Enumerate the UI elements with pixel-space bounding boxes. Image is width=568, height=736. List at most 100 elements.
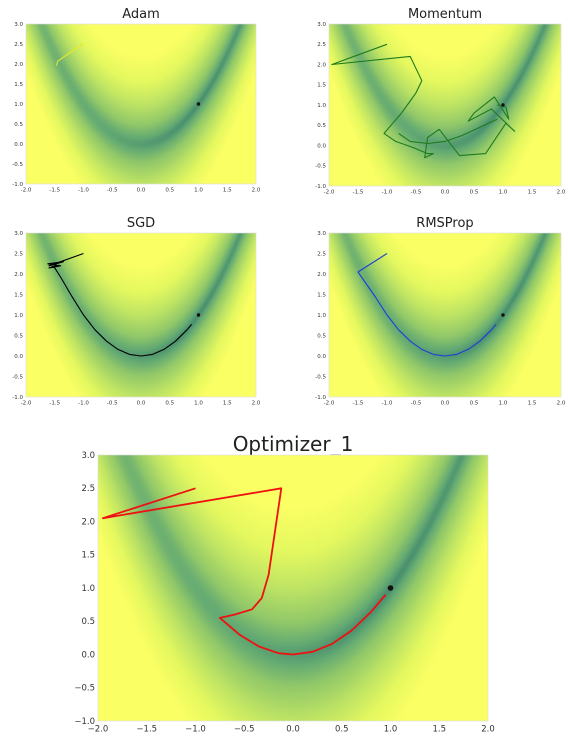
series-line-1 <box>357 253 497 357</box>
plot-frame <box>25 232 257 398</box>
y-tick-label: 1.0 <box>14 313 23 319</box>
x-tick-label: 0.5 <box>470 401 479 407</box>
x-tick-label: 0.0 <box>441 401 450 407</box>
y-tick-label: -0.5 <box>12 374 23 380</box>
x-tick-label: -1.5 <box>353 190 364 196</box>
y-tick-label: 2.5 <box>14 251 23 257</box>
y-tick-label: -0.5 <box>315 164 326 170</box>
chart-panel-optimizer-1: Optimizer_1 −2.0 −1.5 −1.0 −0.5 0.0 0.5 1.0 1.5… <box>60 428 500 736</box>
chart-panel-rmsprop: RMSProp -2.0 -1.5 -1.0 -0.5 0.0 0.5 1.0 1.5 2.0-… <box>284 208 568 408</box>
x-tick-label: -1.5 <box>49 188 60 194</box>
chart-title: Momentum <box>407 7 483 22</box>
x-tick-label: −0.5 <box>234 725 255 735</box>
y-tick-label: 1.5 <box>317 292 326 298</box>
x-tick-label: -0.5 <box>107 401 118 407</box>
x-tick-label: 1.0 <box>194 188 203 194</box>
minimum-marker <box>501 103 505 107</box>
x-tick-label: -2.0 <box>324 190 335 196</box>
x-tick-label: 0.0 <box>441 190 450 196</box>
y-tick-label: 0.5 <box>317 123 326 129</box>
x-tick-label: 1.5 <box>223 188 232 194</box>
y-tick-label: 0.0 <box>317 143 326 149</box>
minimum-marker <box>196 313 201 317</box>
minimum-marker <box>501 313 505 317</box>
x-tick-label: -0.5 <box>411 190 422 196</box>
y-tick-label: 1.0 <box>14 102 23 108</box>
minimum-marker <box>387 585 394 591</box>
y-tick-label: −0.5 <box>74 684 95 694</box>
heatmap-background <box>26 24 256 184</box>
y-tick-label: 2.0 <box>14 272 23 278</box>
x-tick-label: 0.5 <box>165 188 174 194</box>
series-line-1 <box>47 252 193 357</box>
series-line-1 <box>55 43 84 66</box>
heatmap-background <box>329 24 561 186</box>
heatmap-background <box>26 233 256 397</box>
chart-panel-sgd: SGD -2.0 -1.5 -1.0 -0.5 0.0 0.5 1.0 1.5 2.0 -1.0-… <box>0 208 284 408</box>
x-tick-label: 1.0 <box>384 725 398 735</box>
x-tick-label: 2.0 <box>252 401 261 407</box>
x-tick-label: -1.5 <box>353 401 364 407</box>
x-tick-label: 0.5 <box>335 725 349 735</box>
y-tick-label: 2.0 <box>14 62 23 68</box>
series-line-2 <box>398 118 498 145</box>
y-tick-label: 0.0 <box>14 142 23 148</box>
y-tick-label: 3.0 <box>317 231 326 237</box>
heatmap-background <box>329 233 561 397</box>
heatmap-background <box>98 455 488 721</box>
chart-svg: -2.0 -1.5 -1.0 -0.5 0.0 0.5 1.0 1.5 2.0 -1.0 -0.5 0… <box>315 231 566 407</box>
y-tick-label: 0.5 <box>14 333 23 339</box>
x-tick-label: -2.0 <box>324 401 335 407</box>
y-tick-label: 0.0 <box>81 650 95 660</box>
chart-svg: -2.0 -1.5 -1.0 -0.5 0.0 0.5 1.0 1.5 2.0 -1.0 -0.5 0… <box>12 231 261 407</box>
x-tick-label: 1.0 <box>499 190 508 196</box>
x-tick-label: 2.0 <box>252 188 261 194</box>
y-tick-label: 1.5 <box>14 292 23 298</box>
chart-panel-momentum: Momentum -2.0 -1.5 -1.0 -0.5 0.0 0.5 1.0 1.5 2.0… <box>284 0 568 200</box>
x-tick-label: 1.5 <box>528 190 537 196</box>
series-line-1 <box>331 43 516 159</box>
plot-frame <box>328 232 562 398</box>
x-tick-label: 1.5 <box>528 401 537 407</box>
y-tick-label: -1.0 <box>12 395 23 401</box>
y-tick-label: −1.0 <box>74 717 95 727</box>
y-tick-label: 1.5 <box>317 83 326 89</box>
x-tick-label: 0.5 <box>470 190 479 196</box>
x-tick-label: −1.0 <box>185 725 206 735</box>
y-tick-label: 2.0 <box>317 62 326 68</box>
chart-svg: −2.0 −1.5 −1.0 −0.5 0.0 0.5 1.0 1.5 2.0 −1.0 −0.5 0… <box>74 451 494 735</box>
y-tick-label: 2.0 <box>317 272 326 278</box>
y-tick-label: 0.5 <box>81 617 95 627</box>
x-tick-label: 0.0 <box>137 188 146 194</box>
y-tick-label: 2.5 <box>317 42 326 48</box>
y-tick-label: 1.5 <box>14 82 23 88</box>
x-tick-label: 2.0 <box>557 190 566 196</box>
y-tick-label: 3.0 <box>14 231 23 237</box>
chart-title: SGD <box>126 216 156 231</box>
chart-title: Optimizer_1 <box>232 432 354 456</box>
y-tick-label: 0.0 <box>317 354 326 360</box>
minimum-marker <box>196 102 201 106</box>
x-tick-label: 1.0 <box>194 401 203 407</box>
x-tick-label: -1.5 <box>49 401 60 407</box>
chart-svg: -2.0 -1.5 -1.0 -0.5 0.0 0.5 1.0 1.5 2.0 -1.0 -0.5 0… <box>315 22 566 196</box>
x-tick-label: 0.0 <box>137 401 146 407</box>
x-tick-label: -2.0 <box>21 188 32 194</box>
chart-svg: -2.0 -1.5 -1.0 -0.5 0.0 0.5 1.0 1.5 2.0 -1.0 -0.5 0… <box>12 22 261 194</box>
y-tick-label: -0.5 <box>315 374 326 380</box>
x-tick-label: -1.0 <box>78 188 89 194</box>
x-tick-label: −1.5 <box>136 725 157 735</box>
x-tick-label: -0.5 <box>107 188 118 194</box>
x-tick-label: 0.0 <box>286 725 300 735</box>
x-tick-label: -1.0 <box>382 190 393 196</box>
y-tick-label: 3.0 <box>317 22 326 28</box>
y-tick-label: 0.0 <box>14 354 23 360</box>
y-tick-label: 2.5 <box>81 484 95 494</box>
y-tick-label: -1.0 <box>315 184 326 190</box>
series-line-1 <box>102 487 387 656</box>
x-tick-label: 1.5 <box>223 401 232 407</box>
y-tick-label: 2.0 <box>81 517 95 527</box>
plot-frame <box>97 454 489 722</box>
y-tick-label: 2.5 <box>14 42 23 48</box>
y-tick-label: 0.5 <box>317 333 326 339</box>
